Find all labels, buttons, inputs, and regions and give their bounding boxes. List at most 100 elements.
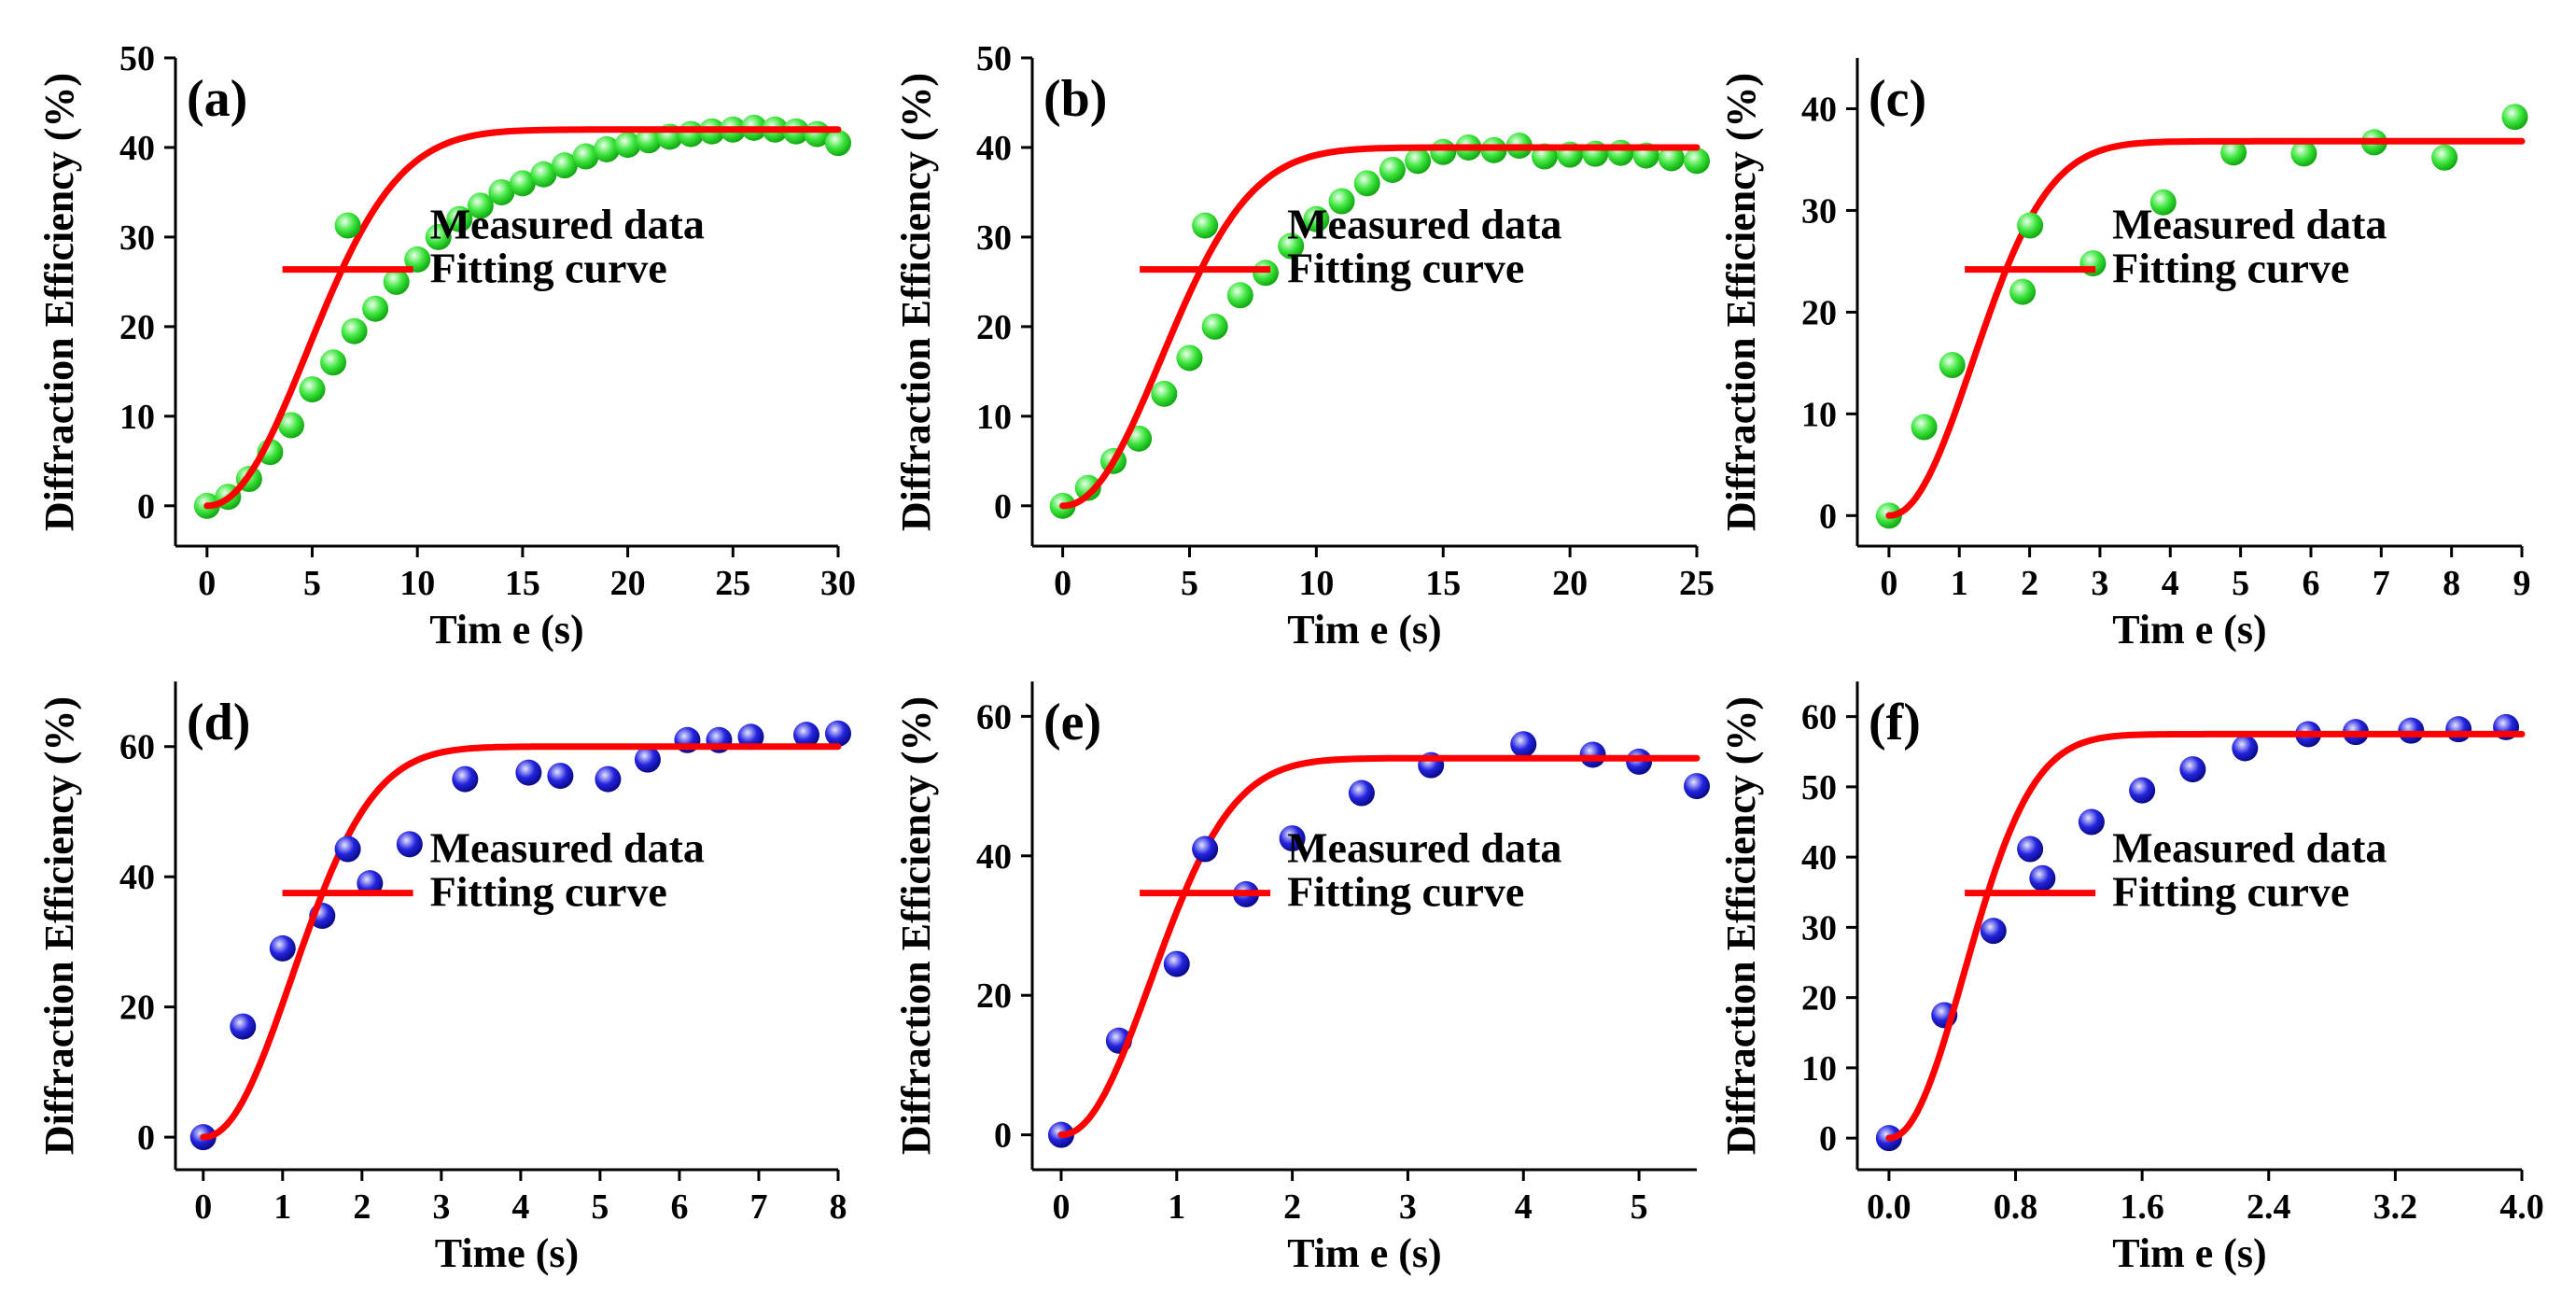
x-tick-label: 3: [432, 1187, 450, 1227]
data-point: [1279, 825, 1306, 852]
fitting-curve: [1885, 137, 2526, 519]
data-point: [792, 722, 819, 749]
data-point: [2398, 717, 2425, 744]
panel-b: 0 5 10 15 20 25 0 10 20 30 40 50 Tim e (s) Diffractio…: [893, 39, 1715, 653]
data-point: [277, 412, 304, 439]
data-point: [1348, 779, 1375, 807]
y-tick-label: 30: [976, 218, 1012, 258]
fitting-curve: [1885, 730, 2526, 1142]
x-tick-label: 5: [591, 1187, 609, 1227]
data-point: [2445, 716, 2472, 743]
data-point: [299, 376, 326, 403]
y-axis-title: Diffraction Efficiency (%): [36, 696, 82, 1155]
x-tick-label: 0: [1054, 564, 1071, 603]
x-axis-title: Tim e (s): [1287, 1230, 1441, 1276]
panel-a: 0 5 10 15 20 25 30 0 10 20 30 40 50 Tim e (s) Diffract…: [36, 39, 856, 653]
fitting-curve: [200, 743, 842, 1141]
data-point: [1626, 748, 1653, 775]
data-point: [1253, 260, 1280, 287]
x-tick-label: 25: [715, 564, 750, 603]
data-point: [1579, 741, 1606, 768]
data-point: [1328, 188, 1355, 215]
x-tick-label: 10: [399, 564, 435, 603]
data-point: [1911, 414, 1938, 441]
data-point: [1226, 282, 1253, 309]
panel-label: (e): [1043, 694, 1101, 751]
y-tick-label: 0: [994, 487, 1012, 527]
data-point: [2431, 144, 2458, 171]
legend-fitting-label: Fitting curve: [1287, 868, 1524, 916]
x-tick-label: 7: [749, 1187, 767, 1227]
data-layer: [189, 720, 851, 1151]
data-point: [1163, 950, 1190, 977]
x-axis-title: Time (s): [435, 1230, 579, 1276]
panel-c: 0 1 2 3 4 5 6 7 8 9 0 10 20 30 40 Tim e (s) Diffraction …: [1718, 58, 2531, 653]
x-tick-label: 5: [2232, 564, 2249, 603]
x-tick-label: 10: [1298, 564, 1334, 603]
fitting-curve: [203, 126, 842, 510]
data-point: [1405, 147, 1432, 175]
legend-fitting-label: Fitting curve: [430, 868, 667, 916]
y-tick-label: 10: [119, 398, 155, 437]
panel-label: (c): [1869, 70, 1926, 128]
legend-marker: [334, 836, 361, 863]
legend-measured-label: Measured data: [2112, 824, 2387, 872]
y-tick-label: 30: [119, 218, 155, 258]
data-point: [1939, 352, 1966, 379]
data-point: [1201, 313, 1228, 340]
data-point: [547, 763, 574, 790]
y-tick-label: 50: [119, 39, 155, 78]
x-tick-label: 15: [505, 564, 540, 603]
data-point: [269, 934, 296, 962]
data-point: [825, 130, 851, 157]
data-point: [1074, 474, 1101, 501]
y-tick-label: 30: [1801, 191, 1837, 231]
y-tick-label: 40: [1801, 90, 1837, 129]
x-axis-title: Tim e (s): [1287, 607, 1441, 653]
data-point: [1510, 731, 1537, 758]
legend-marker: [1192, 836, 1219, 863]
x-tick-label: 5: [303, 564, 321, 603]
legend-marker: [334, 212, 361, 239]
x-tick-label: 1: [1168, 1187, 1185, 1227]
legend-measured-label: Measured data: [430, 201, 705, 248]
x-tick-label: 0.0: [1867, 1187, 1911, 1227]
y-axis-title: Diffraction Efficiency (%): [1718, 73, 1764, 531]
data-point: [2232, 735, 2259, 762]
data-point: [2179, 756, 2206, 783]
data-point: [1430, 138, 1457, 165]
data-point: [594, 135, 621, 162]
x-tick-label: 8: [830, 1187, 847, 1227]
x-axis-title: Tim e (s): [2112, 607, 2266, 653]
x-axis-title: Tim e (s): [429, 607, 583, 653]
data-layer: [1875, 104, 2528, 529]
y-tick-label: 40: [976, 837, 1012, 877]
y-tick-label: 40: [1801, 838, 1837, 878]
data-point: [595, 765, 622, 793]
data-point: [1278, 232, 1305, 260]
legend-measured-label: Measured data: [1287, 824, 1561, 872]
legend-marker: [2017, 836, 2044, 863]
x-tick-label: 2: [1283, 1187, 1301, 1227]
data-point: [1980, 918, 2007, 945]
y-axis-title: Diffraction Efficiency (%): [893, 696, 939, 1155]
x-tick-label: 20: [1552, 564, 1588, 603]
x-tick-label: 5: [1181, 564, 1198, 603]
legend-fitting-label: Fitting curve: [2112, 245, 2349, 292]
panel-label: (b): [1043, 70, 1107, 128]
data-point: [1151, 380, 1178, 407]
x-tick-label: 5: [1631, 1187, 1648, 1227]
data-point: [425, 223, 452, 250]
y-axis-title: Diffraction Efficiency (%): [36, 73, 82, 531]
legend-fitting-label: Fitting curve: [430, 245, 667, 292]
panel-label: (a): [187, 70, 247, 128]
y-tick-label: 0: [137, 487, 155, 527]
y-tick-label: 50: [976, 39, 1012, 78]
y-tick-label: 20: [976, 976, 1012, 1016]
data-point: [636, 127, 663, 154]
x-tick-label: 3: [2091, 564, 2108, 603]
y-tick-label: 10: [1801, 395, 1837, 434]
y-tick-label: 30: [1801, 908, 1837, 948]
y-tick-label: 40: [119, 129, 155, 168]
